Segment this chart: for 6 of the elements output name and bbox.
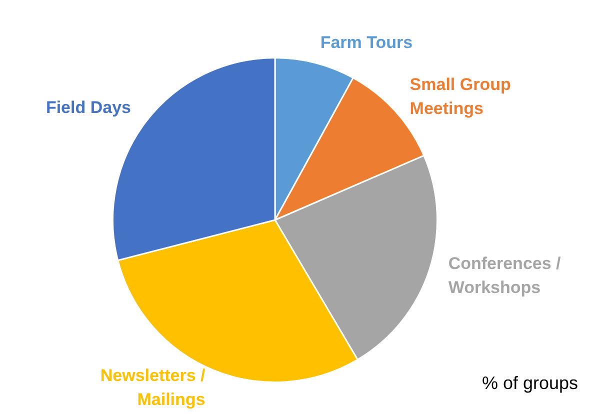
slice-label: Farm Tours [320, 33, 413, 52]
slice-label: Field Days [46, 98, 131, 117]
slice-label: Newsletters / Mailings [100, 366, 206, 410]
slice-label: Small Group Meetings [410, 75, 511, 118]
text: % of groups [482, 372, 578, 393]
slice-label: Conferences / Workshops [448, 254, 562, 298]
